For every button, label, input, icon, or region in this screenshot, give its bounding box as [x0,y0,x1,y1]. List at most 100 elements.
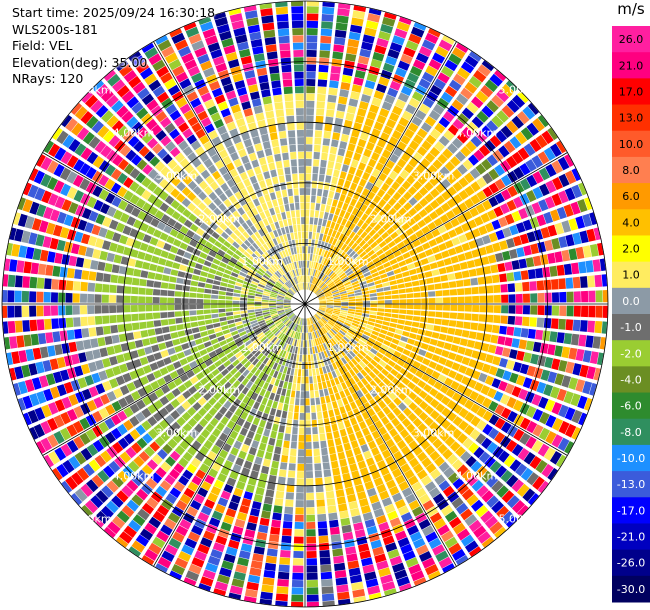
velocity-cell [390,368,399,377]
velocity-cell [292,558,304,566]
velocity-cell [315,288,321,295]
velocity-cell [225,265,234,271]
velocity-cell [348,239,355,248]
velocity-cell [407,475,419,486]
velocity-cell [343,245,351,253]
velocity-cell [291,434,298,442]
velocity-cell [73,190,84,203]
velocity-cell [275,409,282,418]
velocity-cell [398,402,407,412]
velocity-cell [252,46,264,55]
velocity-cell [383,125,393,135]
velocity-cell [355,453,364,463]
velocity-cell [313,159,320,167]
velocity-cell [318,296,326,300]
velocity-cell [470,403,481,414]
velocity-cell [316,345,321,353]
velocity-cell [349,222,356,231]
velocity-cell [248,314,256,319]
velocity-cell [341,187,349,196]
velocity-cell [352,283,360,288]
velocity-cell [218,396,227,405]
velocity-cell [291,580,304,588]
velocity-cell [211,309,219,314]
velocity-cell [357,219,365,228]
velocity-cell [306,543,317,551]
velocity-cell [246,248,254,255]
velocity-cell [97,470,110,483]
velocity-cell [341,302,349,304]
velocity-cell [387,217,397,226]
velocity-cell [276,307,284,310]
velocity-cell [318,218,323,226]
velocity-cell [413,202,423,212]
velocity-cell [277,402,284,411]
velocity-cell [16,335,25,348]
velocity-cell [465,455,477,468]
velocity-cell [345,371,352,379]
velocity-cell [376,265,385,271]
velocity-cell [262,338,269,345]
velocity-cell [396,241,406,249]
velocity-cell [203,309,211,314]
velocity-cell [415,52,429,64]
velocity-cell [56,211,67,224]
velocity-cell [424,204,434,214]
velocity-cell [382,62,395,73]
velocity-cell [363,450,372,460]
velocity-cell [225,304,233,308]
velocity-cell [269,467,278,476]
velocity-cell [174,445,186,456]
velocity-cell [491,480,504,493]
velocity-cell [444,161,456,172]
velocity-cell [316,196,322,204]
velocity-cell [414,298,421,304]
velocity-cell [430,128,441,140]
velocity-cell [478,451,491,464]
velocity-cell [410,26,425,38]
velocity-cell [406,423,416,433]
velocity-cell [488,168,500,181]
velocity-cell [402,271,410,277]
velocity-cell [306,492,315,500]
velocity-cell [313,286,318,293]
velocity-cell [354,245,361,253]
velocity-cell [547,127,558,141]
velocity-cell [292,35,304,43]
velocity-cell [209,417,219,427]
velocity-cell [491,378,501,389]
velocity-cell [151,255,160,264]
velocity-cell [390,285,398,290]
velocity-cell [441,367,451,376]
velocity-cell [432,493,445,505]
velocity-cell [162,153,173,165]
velocity-cell [233,571,246,581]
velocity-cell [330,394,336,402]
velocity-cell [236,324,244,330]
velocity-cell [395,227,405,235]
velocity-cell [355,271,363,278]
velocity-cell [369,380,378,388]
velocity-cell [163,374,173,383]
velocity-cell [315,313,321,320]
velocity-cell [193,493,205,504]
velocity-cell [210,338,219,345]
velocity-cell [346,332,354,338]
velocity-cell [257,479,267,489]
velocity-cell [218,149,229,159]
velocity-cell [422,264,431,272]
velocity-cell [348,301,356,304]
velocity-cell [265,284,273,289]
velocity-cell [389,80,402,91]
velocity-cell [309,217,314,225]
velocity-cell [564,407,576,421]
velocity-cell [369,389,378,398]
velocity-cell [236,278,244,284]
velocity-cell [291,166,298,174]
velocity-cell [306,500,315,508]
velocity-cell [358,340,366,347]
velocity-cell [232,241,240,249]
velocity-cell [215,373,224,382]
velocity-cell [183,109,195,121]
velocity-cell [427,570,441,580]
